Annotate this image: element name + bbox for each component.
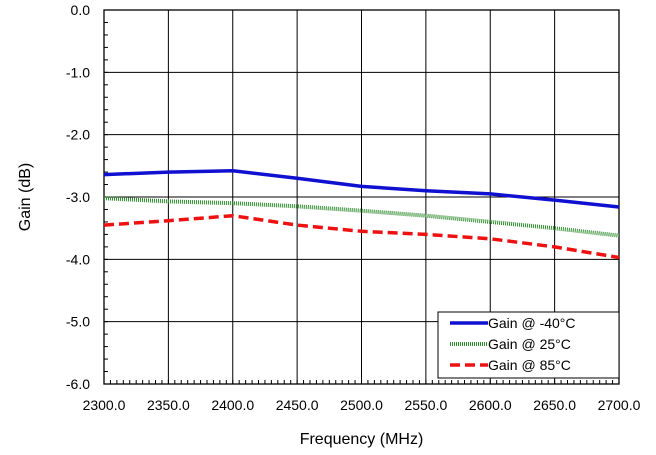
legend-entries: Gain @ -40°C Gain @ 25°C Gain @ 85°C — [450, 315, 576, 373]
x-tick-label: 2300.0 — [83, 397, 126, 413]
legend-label: Gain @ 25°C — [488, 336, 571, 352]
x-tick-label: 2400.0 — [211, 397, 254, 413]
minor-ticks — [103, 9, 620, 385]
y-tick-label: -2.0 — [66, 127, 90, 143]
y-tick-label: 0.0 — [71, 2, 91, 18]
y-tick-label: -3.0 — [66, 189, 90, 205]
x-tick-label: 2350.0 — [147, 397, 190, 413]
x-tick-label: 2700.0 — [598, 397, 641, 413]
y-tick-label: -4.0 — [66, 251, 90, 267]
series-lines — [103, 169, 620, 260]
series-line-3 — [103, 213, 620, 260]
x-axis-title: Frequency (MHz) — [300, 431, 424, 448]
x-tick-label: 2500.0 — [340, 397, 383, 413]
y-tick-label: -6.0 — [66, 376, 90, 392]
y-tick-label: -1.0 — [66, 64, 90, 80]
series-line-1 — [103, 169, 620, 209]
legend: Gain @ -40°C Gain @ 25°C Gain @ 85°C — [437, 311, 620, 379]
series-line-2 — [103, 196, 620, 238]
legend-label: Gain @ -40°C — [488, 315, 576, 331]
x-tick-label: 2550.0 — [404, 397, 447, 413]
x-tick-labels: 2300.0 2350.0 2400.0 2450.0 2500.0 2550.0 2600… — [83, 397, 641, 413]
y-tick-labels: 0.0 -1.0 -2.0 -3.0 -4.0 -5.0 -6.0 — [66, 2, 90, 392]
legend-label: Gain @ 85°C — [488, 357, 571, 373]
x-tick-label: 2600.0 — [469, 397, 512, 413]
x-tick-label: 2450.0 — [276, 397, 319, 413]
y-axis-title: Gain (dB) — [17, 163, 34, 231]
y-tick-label: -5.0 — [66, 314, 90, 330]
plot-area-border — [103, 9, 620, 385]
x-tick-label: 2650.0 — [533, 397, 576, 413]
